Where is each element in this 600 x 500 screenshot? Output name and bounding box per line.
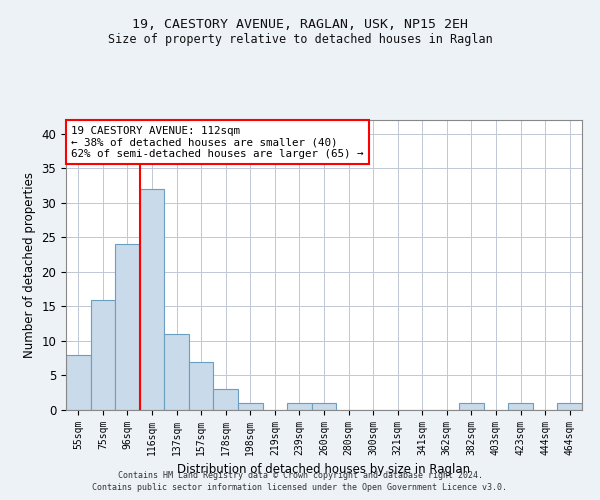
Bar: [91, 300, 115, 410]
Bar: [189, 362, 214, 410]
Bar: [508, 403, 533, 410]
X-axis label: Distribution of detached houses by size in Raglan: Distribution of detached houses by size …: [178, 464, 470, 476]
Bar: [140, 189, 164, 410]
Bar: [164, 334, 189, 410]
Bar: [214, 390, 238, 410]
Bar: [287, 403, 312, 410]
Text: 19, CAESTORY AVENUE, RAGLAN, USK, NP15 2EH: 19, CAESTORY AVENUE, RAGLAN, USK, NP15 2…: [132, 18, 468, 30]
Bar: [115, 244, 140, 410]
Y-axis label: Number of detached properties: Number of detached properties: [23, 172, 36, 358]
Bar: [459, 403, 484, 410]
Text: 19 CAESTORY AVENUE: 112sqm
← 38% of detached houses are smaller (40)
62% of semi: 19 CAESTORY AVENUE: 112sqm ← 38% of deta…: [71, 126, 364, 159]
Bar: [238, 403, 263, 410]
Text: Contains HM Land Registry data © Crown copyright and database right 2024.
Contai: Contains HM Land Registry data © Crown c…: [92, 471, 508, 492]
Bar: [557, 403, 582, 410]
Text: Size of property relative to detached houses in Raglan: Size of property relative to detached ho…: [107, 32, 493, 46]
Bar: [312, 403, 336, 410]
Bar: [66, 355, 91, 410]
